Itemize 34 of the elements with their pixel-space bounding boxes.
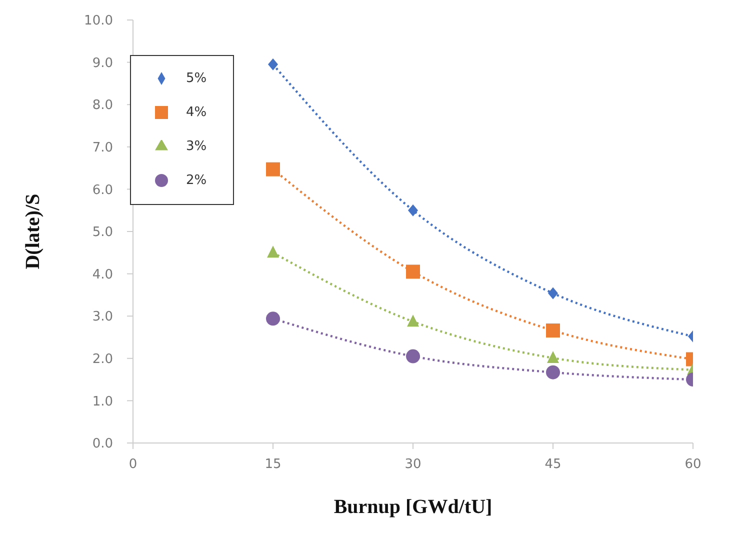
- y-axis-title: D(late)/S: [22, 194, 44, 270]
- point: [266, 312, 280, 326]
- point: [546, 365, 560, 380]
- point: [547, 350, 559, 363]
- y-tick-label: 2.0: [92, 352, 113, 368]
- x-tick-label: 60: [684, 457, 702, 472]
- legend-label: 2%: [186, 173, 207, 188]
- y-tick-label: 3.0: [92, 310, 113, 325]
- x-tick-label: 15: [264, 457, 282, 472]
- x-axis-title: Burnup [GWd/tU]: [334, 496, 492, 518]
- point: [546, 323, 560, 338]
- point: [266, 162, 280, 176]
- x-tick-label: 30: [404, 457, 422, 472]
- point: [406, 349, 420, 364]
- point: [267, 246, 279, 258]
- point: [406, 264, 420, 279]
- legend-label: 4%: [186, 105, 207, 120]
- legend-label: 3%: [186, 139, 207, 154]
- y-tick-label: 9.0: [92, 56, 113, 71]
- y-tick-label: 1.0: [92, 394, 113, 410]
- y-tick-label: 10.0: [84, 14, 113, 29]
- point: [407, 314, 419, 327]
- y-tick-label: 8.0: [92, 98, 113, 114]
- y-tick-label: 5.0: [92, 225, 113, 240]
- x-tick-label: 45: [544, 457, 562, 472]
- point: [268, 58, 278, 70]
- legend-label: 5%: [186, 71, 207, 86]
- y-tick-label: 6.0: [92, 182, 113, 198]
- x-tick-label: 0: [128, 457, 138, 472]
- point: [408, 204, 418, 216]
- y-tick-label: 7.0: [92, 140, 113, 156]
- y-tick-label: 4.0: [92, 267, 113, 282]
- y-tick-label: 0.0: [92, 436, 113, 452]
- point: [548, 287, 558, 300]
